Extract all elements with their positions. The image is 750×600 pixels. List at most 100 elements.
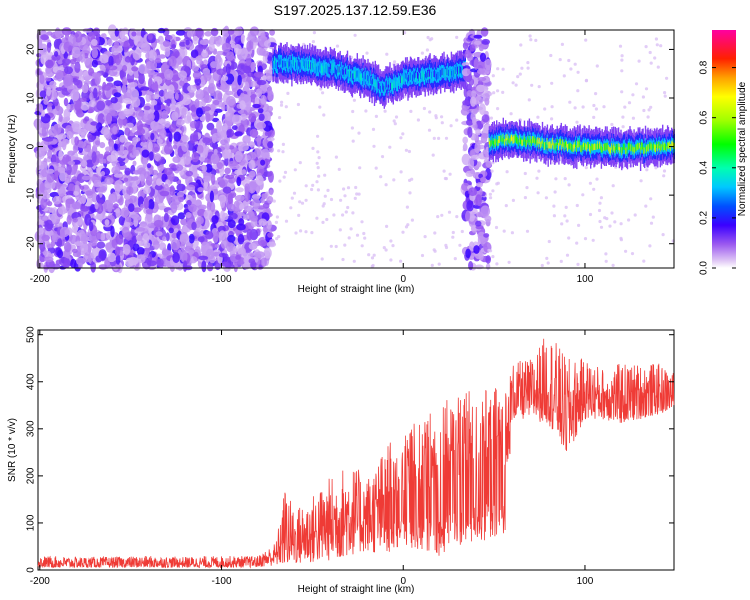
spectrogram-cell — [136, 254, 146, 264]
spectrogram-cell — [310, 231, 314, 235]
spectrogram-cell — [211, 132, 222, 142]
spectrogram-cell — [159, 128, 167, 140]
spectrogram-cell — [209, 201, 216, 213]
spectrogram-cell — [325, 217, 329, 222]
spectrogram-cell — [97, 113, 105, 125]
spectrogram-cell — [148, 141, 153, 152]
spectrogram-cell — [73, 191, 79, 196]
spectrogram-cell — [206, 262, 214, 272]
spectrogram-cell — [284, 105, 288, 109]
spectrogram-cell — [157, 27, 166, 34]
spectrogram-cell — [107, 38, 113, 47]
spectrogram-cell — [597, 208, 602, 213]
spectrogram-cell — [236, 223, 246, 231]
spectrogram-cell — [169, 124, 177, 133]
spectrogram-cell — [185, 170, 193, 177]
spectrogram-cell — [384, 85, 386, 93]
spectrogram-cell — [474, 142, 481, 154]
spectrogram-cell — [283, 170, 288, 174]
spectrogram-cell — [420, 73, 422, 79]
spectrogram-cell — [263, 40, 271, 48]
spectrogram-cell — [249, 128, 259, 138]
spectrogram-cell — [110, 97, 118, 104]
spectrogram-cell — [210, 173, 216, 185]
spectrogram-cell — [477, 77, 487, 82]
spectrogram-cell — [642, 108, 646, 113]
spectrogram-cell — [153, 219, 164, 228]
spectrogram-cell — [605, 217, 609, 221]
spectrogram-cell — [315, 66, 318, 74]
spectrogram-cell — [217, 176, 224, 182]
spectrogram-cell — [559, 259, 563, 263]
spectrogram-cell — [240, 113, 247, 121]
spectrogram-cell — [546, 261, 550, 265]
spectrogram-cell — [344, 210, 348, 214]
spectrogram-cell — [436, 71, 439, 80]
spectrogram-cell — [71, 201, 81, 210]
spectrogram-cell — [298, 161, 302, 165]
spectrogram-cell — [191, 221, 197, 231]
spectrogram-cell — [58, 150, 64, 161]
spectrogram-cell — [91, 47, 99, 59]
spectrogram-cell — [637, 59, 641, 63]
spectrogram-cell — [540, 263, 544, 268]
spectrogram-cell — [448, 172, 452, 176]
spectrogram-cell — [324, 63, 327, 69]
spectrogram-cell — [458, 66, 461, 74]
spectrogram-cell — [291, 63, 293, 71]
spectrogram-cell — [227, 29, 235, 35]
spectrogram-cell — [311, 146, 315, 150]
spectrogram-cell — [575, 241, 579, 245]
spectrogram-cell — [91, 59, 98, 68]
spectrogram-cell — [164, 121, 171, 128]
spectrogram-cell — [360, 73, 363, 81]
spectrogram-cell — [507, 260, 511, 264]
spectrogram-cell — [129, 257, 139, 265]
spectrogram-cell — [346, 67, 349, 75]
spectrogram-cell — [115, 254, 121, 265]
spectrogram-cell — [144, 105, 151, 111]
spectrogram-cell — [155, 231, 163, 237]
spectrogram-cell — [84, 75, 93, 80]
spectrogram-cell — [67, 150, 75, 156]
spectrogram-cell — [132, 207, 142, 213]
spectrogram-cell — [93, 179, 102, 186]
spectrogram-cell — [186, 199, 192, 206]
spectrogram-cell — [329, 197, 334, 202]
spectrogram-cell — [296, 102, 300, 107]
spectrogram-cell — [619, 238, 624, 242]
spectrogram-cell — [118, 215, 126, 226]
spectrogram-cell — [631, 116, 636, 120]
spectrogram-cell — [460, 229, 464, 234]
spectrogram-cell — [46, 168, 55, 174]
spectrogram-cell — [304, 61, 306, 69]
spectrogram-cell — [195, 89, 204, 100]
spectrogram-cell — [80, 101, 90, 111]
spectrogram-cell — [125, 122, 134, 129]
spectrogram-cell — [379, 175, 383, 179]
spectrogram-cell — [620, 54, 624, 58]
spectrogram-cell — [436, 73, 438, 81]
spectrogram-cell — [170, 105, 176, 111]
spectrogram-cell — [234, 150, 243, 163]
spectrogram-cell — [346, 205, 350, 210]
spectrogram-cell — [397, 80, 399, 88]
spectrogram-cell — [334, 66, 336, 74]
spectrogram-cell — [595, 64, 599, 68]
spectrogram-cell — [518, 72, 522, 76]
spectrogram-cell — [247, 151, 257, 161]
spectrogram-cell — [365, 51, 369, 55]
spectrogram-cell — [404, 148, 408, 152]
spectrogram-cell — [385, 52, 389, 56]
spectrogram-cell — [248, 242, 258, 250]
spectrogram-cell — [213, 90, 223, 100]
spectrogram-cell — [373, 77, 375, 85]
spectrogram-cell — [100, 232, 106, 241]
spectrogram-cell — [205, 163, 213, 173]
spectrogram-cell — [64, 66, 73, 75]
spectrogram-cell — [383, 109, 387, 113]
spectrogram-cell — [369, 74, 372, 82]
spectrogram-cell — [478, 43, 485, 52]
spectrogram-cell — [132, 49, 142, 61]
spectrogram-cell — [355, 192, 359, 196]
